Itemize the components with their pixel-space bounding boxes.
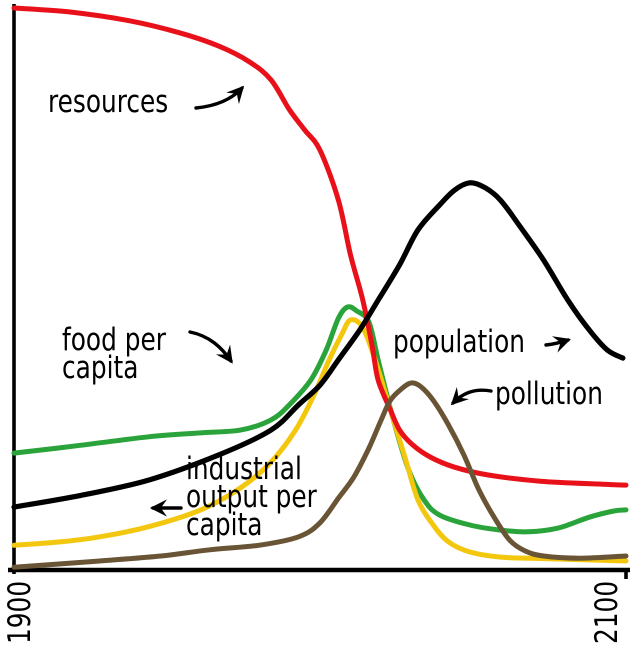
pollution-label: pollution — [495, 376, 603, 412]
x-tick-1900: 1900 — [2, 580, 38, 644]
food-per-capita-arrow — [188, 330, 233, 364]
resources-label: resources — [48, 84, 169, 120]
population-label: population — [393, 324, 525, 360]
industrial-output-label: industrial output per capita — [186, 451, 317, 543]
pollution-arrow — [450, 387, 493, 406]
curve-population — [11, 180, 626, 510]
food-per-capita-label: food per capita — [62, 322, 166, 386]
resources-arrow — [194, 85, 245, 110]
curve-pollution — [11, 380, 629, 570]
curve-industrial-output-per-capita — [11, 317, 629, 564]
population-arrow — [544, 336, 571, 353]
x-tick-2100: 2100 — [589, 580, 625, 644]
curve-group — [11, 5, 629, 570]
curve-resources — [11, 5, 629, 488]
